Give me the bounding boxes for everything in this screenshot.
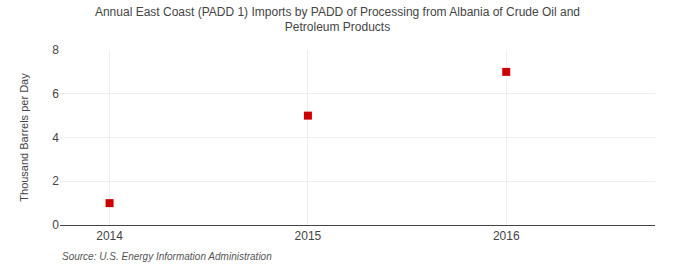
svg-text:Source: U.S. Energy Informatio: Source: U.S. Energy Information Administ… [62,251,272,262]
svg-text:2: 2 [52,174,59,188]
svg-text:4: 4 [52,131,59,145]
svg-text:0: 0 [52,218,59,232]
svg-text:6: 6 [52,87,59,101]
svg-text:2015: 2015 [295,229,322,243]
svg-text:2014: 2014 [96,229,123,243]
svg-text:2016: 2016 [493,229,520,243]
svg-text:Annual East Coast (PADD 1) Imp: Annual East Coast (PADD 1) Imports by PA… [95,5,580,35]
svg-text:Thousand Barrels per Day: Thousand Barrels per Day [18,73,30,202]
svg-text:8: 8 [52,43,59,57]
